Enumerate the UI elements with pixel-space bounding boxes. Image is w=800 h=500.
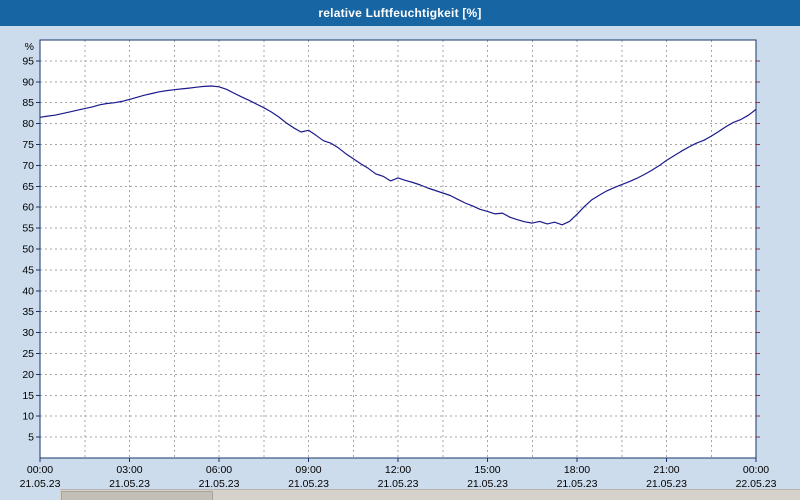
- x-date-label: 21.05.23: [20, 478, 61, 488]
- y-tick-label: 20: [22, 369, 34, 381]
- humidity-line: [39, 85, 757, 226]
- y-tick-label: 40: [22, 285, 34, 297]
- y-tick-label: 35: [22, 306, 34, 318]
- y-tick-label: 10: [22, 411, 34, 423]
- x-date-label: 21.05.23: [467, 478, 508, 488]
- y-tick-label: 15: [22, 390, 34, 402]
- x-tick-label: 15:00: [474, 464, 500, 476]
- x-date-label: 21.05.23: [288, 478, 329, 488]
- x-tick-label: 09:00: [295, 464, 321, 476]
- scrollbar-thumb[interactable]: [61, 491, 213, 500]
- x-date-label: 21.05.23: [378, 478, 419, 488]
- y-tick-label: 60: [22, 202, 34, 214]
- x-date-label: 21.05.23: [646, 478, 687, 488]
- y-tick-label: 80: [22, 118, 34, 130]
- x-tick-label: 03:00: [116, 464, 142, 476]
- y-tick-label: 5: [28, 432, 34, 444]
- x-tick-label: 00:00: [743, 464, 769, 476]
- x-date-label: 21.05.23: [199, 478, 240, 488]
- horizontal-scrollbar[interactable]: [60, 489, 800, 500]
- x-date-label: 22.05.23: [736, 478, 777, 488]
- y-tick-label: 85: [22, 97, 34, 109]
- x-tick-label: 00:00: [27, 464, 53, 476]
- x-date-label: 21.05.23: [557, 478, 598, 488]
- x-tick-label: 06:00: [206, 464, 232, 476]
- y-tick-label: 70: [22, 160, 34, 172]
- y-tick-label: 50: [22, 244, 34, 256]
- page-title: relative Luftfeuchtigkeit [%]: [318, 6, 482, 20]
- window-titlebar: relative Luftfeuchtigkeit [%]: [0, 0, 800, 26]
- x-date-label: 21.05.23: [109, 478, 150, 488]
- y-tick-label: 75: [22, 139, 34, 151]
- y-tick-label: 25: [22, 348, 34, 360]
- y-tick-label: 55: [22, 223, 34, 235]
- x-tick-label: 12:00: [385, 464, 411, 476]
- humidity-chart: 5 10 15 20 25 30 35 40 45 50 55 60 65 70 75 80 85 90 95% 00…: [20, 39, 777, 488]
- y-tick-label: 45: [22, 264, 34, 276]
- y-tick-label: 90: [22, 76, 34, 88]
- y-tick-label: 95: [22, 55, 34, 67]
- y-axis-unit-label: %: [25, 41, 34, 53]
- x-tick-label: 21:00: [653, 464, 679, 476]
- y-tick-label: 65: [22, 181, 34, 193]
- y-tick-label: 30: [22, 327, 34, 339]
- x-tick-label: 18:00: [564, 464, 590, 476]
